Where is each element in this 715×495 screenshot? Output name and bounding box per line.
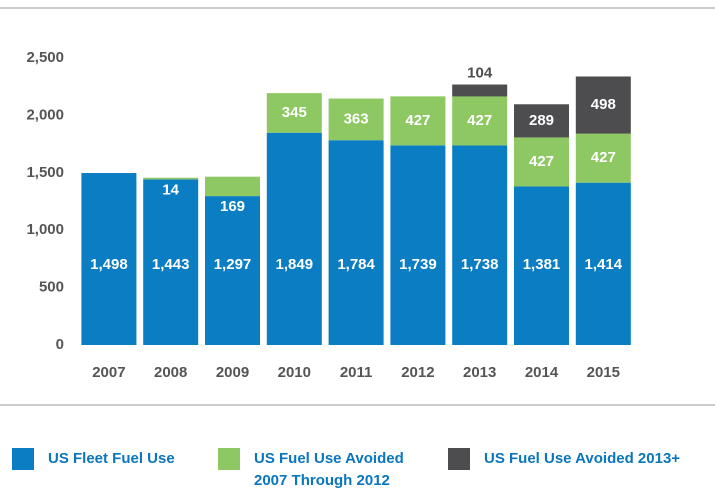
bar-segment — [575, 76, 631, 134]
data-label: 498 — [591, 96, 616, 113]
data-label: 1,739 — [399, 256, 437, 273]
x-tick-label: 2014 — [525, 364, 559, 381]
legend-item: US Fleet Fuel Use — [12, 448, 175, 470]
x-tick-label: 2015 — [587, 364, 620, 381]
y-tick-label: 0 — [56, 336, 64, 353]
data-label: 1,414 — [585, 256, 623, 273]
data-label: 1,849 — [276, 256, 314, 273]
data-label: 1,381 — [523, 256, 561, 273]
x-tick-label: 2009 — [216, 364, 249, 381]
x-tick-label: 2007 — [92, 364, 125, 381]
chart: 0 500 1,000 1,500 2,000 2,500 2007 1,498 2008 1,4… — [0, 7, 715, 406]
bar-segment — [390, 145, 446, 345]
data-label: 1,297 — [214, 256, 252, 273]
data-label: 169 — [220, 198, 245, 215]
data-label: 427 — [529, 153, 554, 170]
y-tick-label: 1,000 — [26, 221, 64, 238]
legend-swatch — [218, 448, 240, 470]
data-label: 289 — [529, 112, 554, 129]
legend-label: US Fleet Fuel Use — [48, 450, 175, 467]
bar-segment — [81, 173, 137, 345]
data-label: 104 — [467, 64, 493, 81]
bar-segment — [143, 179, 199, 345]
data-label: 345 — [282, 104, 307, 121]
bar-segment — [575, 182, 631, 345]
bar-segment — [205, 176, 260, 197]
legend-item: US Fuel Use Avoided 2013+ — [448, 448, 680, 470]
data-label: 427 — [405, 112, 430, 129]
bar-segment — [452, 84, 508, 97]
data-label: 1,498 — [90, 256, 128, 273]
data-label: 363 — [344, 110, 369, 127]
data-label: 14 — [162, 181, 179, 198]
y-tick-label: 1,500 — [26, 164, 64, 181]
bar-segment — [514, 104, 569, 138]
y-tick-label: 500 — [39, 279, 64, 296]
bar-segment — [266, 132, 322, 345]
x-tick-label: 2008 — [154, 364, 187, 381]
bar-segment — [514, 186, 569, 345]
bar-segment — [390, 96, 446, 146]
y-tick-label: 2,500 — [26, 49, 64, 66]
data-label: 1,784 — [337, 256, 375, 273]
bar-segment — [266, 93, 322, 133]
bar-segment — [452, 96, 508, 146]
bar-segment — [452, 145, 508, 345]
data-label: 427 — [467, 112, 492, 129]
x-tick-label: 2010 — [278, 364, 311, 381]
data-label: 1,443 — [152, 256, 190, 273]
x-tick-label: 2013 — [463, 364, 496, 381]
legend-swatch — [448, 448, 470, 470]
y-tick-label: 2,000 — [26, 106, 64, 123]
legend-label: US Fuel Use Avoided 2007 Through 2012 — [254, 450, 404, 489]
x-tick-label: 2011 — [340, 364, 373, 381]
bar-segment — [143, 177, 199, 180]
bar-segment — [328, 140, 384, 345]
bar-segment — [514, 137, 569, 187]
legend-label: US Fuel Use Avoided 2013+ — [484, 450, 681, 467]
legend-item: US Fuel Use Avoided 2007 Through 2012 — [218, 448, 434, 492]
bar-segment — [575, 133, 631, 183]
bar-segment — [205, 196, 260, 345]
bar-segment — [328, 98, 384, 141]
x-tick-label: 2012 — [401, 364, 434, 381]
legend-swatch — [12, 448, 34, 470]
data-label: 427 — [591, 149, 616, 166]
data-label: 1,738 — [461, 256, 499, 273]
